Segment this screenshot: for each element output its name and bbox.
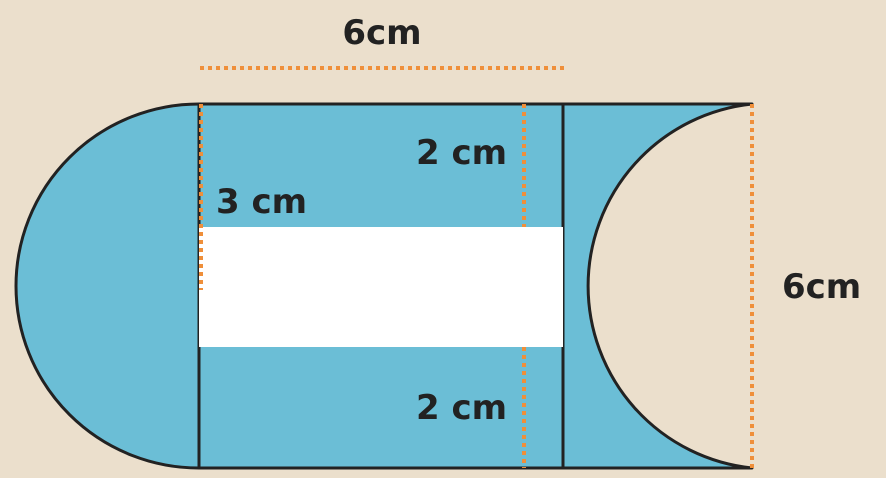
- top-width-label: 6cm: [342, 13, 421, 53]
- white-rectangle: [199, 227, 563, 347]
- lower-gap-label: 2 cm: [416, 388, 507, 428]
- upper-gap-label: 2 cm: [416, 133, 507, 173]
- left-height-label: 3 cm: [216, 182, 307, 222]
- right-height-label: 6cm: [782, 267, 861, 307]
